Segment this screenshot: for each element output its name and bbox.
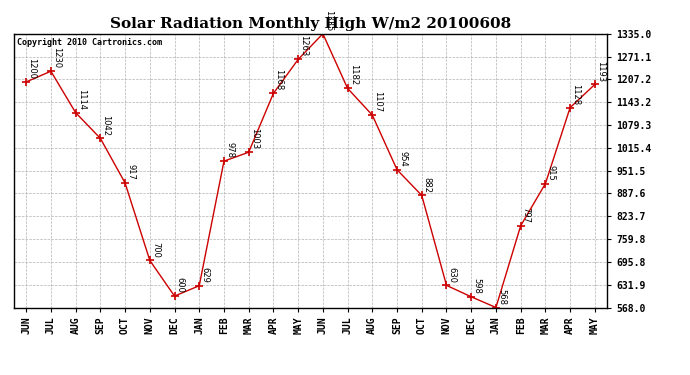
Text: 882: 882 bbox=[423, 177, 432, 193]
Title: Solar Radiation Monthly High W/m2 20100608: Solar Radiation Monthly High W/m2 201006… bbox=[110, 17, 511, 31]
Text: 1193: 1193 bbox=[596, 60, 605, 82]
Text: Copyright 2010 Cartronics.com: Copyright 2010 Cartronics.com bbox=[17, 38, 161, 47]
Text: 598: 598 bbox=[472, 278, 481, 294]
Text: 1003: 1003 bbox=[250, 128, 259, 150]
Text: 917: 917 bbox=[126, 164, 135, 180]
Text: 629: 629 bbox=[200, 267, 209, 283]
Text: 797: 797 bbox=[522, 207, 531, 223]
Text: 978: 978 bbox=[225, 142, 234, 158]
Text: 1114: 1114 bbox=[77, 89, 86, 110]
Text: 1168: 1168 bbox=[275, 69, 284, 91]
Text: 1335: 1335 bbox=[324, 10, 333, 31]
Text: 1182: 1182 bbox=[348, 64, 357, 86]
Text: 1200: 1200 bbox=[27, 58, 36, 79]
Text: 630: 630 bbox=[448, 267, 457, 283]
Text: 700: 700 bbox=[151, 242, 160, 258]
Text: 568: 568 bbox=[497, 289, 506, 305]
Text: 600: 600 bbox=[175, 278, 184, 293]
Text: 1042: 1042 bbox=[101, 114, 110, 135]
Text: 915: 915 bbox=[546, 165, 555, 181]
Text: 1107: 1107 bbox=[373, 91, 382, 112]
Text: 1128: 1128 bbox=[571, 84, 580, 105]
Text: 1263: 1263 bbox=[299, 35, 308, 57]
Text: 1230: 1230 bbox=[52, 47, 61, 69]
Text: 954: 954 bbox=[398, 151, 407, 167]
